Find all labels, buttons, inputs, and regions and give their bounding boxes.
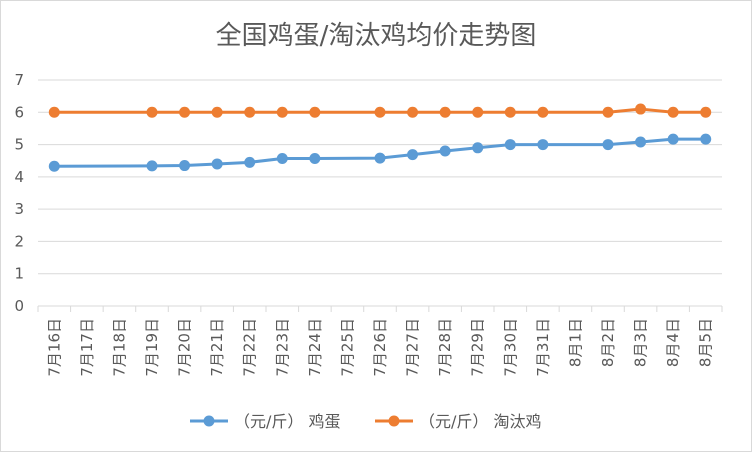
data-point: [504, 139, 516, 151]
data-point: [602, 106, 614, 118]
y-tick-label: 4: [14, 168, 24, 186]
chart-title: 全国鸡蛋/淘汰鸡均价走势图: [216, 21, 537, 51]
data-point: [374, 152, 386, 164]
data-point: [244, 156, 256, 168]
data-point: [504, 106, 516, 118]
y-tick-label: 3: [14, 200, 24, 218]
legend-label: （元/斤） 鸡蛋: [234, 412, 340, 431]
data-point: [439, 145, 451, 157]
data-point: [276, 152, 288, 164]
data-point: [146, 106, 158, 118]
y-tick-label: 6: [14, 103, 24, 121]
x-tick-label: 7月26日: [371, 318, 389, 377]
data-point: [667, 106, 679, 118]
series-0: [48, 133, 712, 172]
data-point: [146, 160, 158, 172]
y-tick-label: 7: [14, 71, 24, 89]
data-point: [667, 133, 679, 145]
y-tick-label: 2: [14, 232, 24, 250]
y-tick-label: 0: [14, 297, 24, 315]
x-axis-ticks: 7月16日 7月17日 7月18日 7月19日 7月20日 7月21日 7月22日 7月23日…: [37, 306, 723, 377]
x-tick-label: 7月28日: [436, 318, 454, 377]
x-tick-label: 8月5日: [697, 318, 715, 367]
data-point: [211, 106, 223, 118]
x-tick-label: 7月18日: [110, 318, 128, 377]
x-tick-label: 7月31日: [534, 318, 552, 377]
x-tick-label: 8月1日: [566, 318, 584, 367]
data-point: [407, 149, 419, 161]
y-tick-label: 1: [14, 265, 24, 283]
data-point: [407, 106, 419, 118]
series-group: [48, 103, 712, 172]
x-tick-label: 7月27日: [404, 318, 422, 377]
data-point: [48, 106, 60, 118]
legend-label: （元/斤） 淘汰鸡: [419, 412, 541, 431]
x-tick-label: 7月30日: [501, 318, 519, 377]
x-tick-label: 7月21日: [208, 318, 226, 377]
legend-marker: [203, 415, 215, 427]
y-axis-ticks: 0 1 2 3 4 5 6 7: [14, 71, 24, 315]
data-point: [48, 160, 60, 172]
data-point: [179, 160, 191, 172]
x-tick-label: 8月4日: [664, 318, 682, 367]
data-point: [309, 106, 321, 118]
x-tick-label: 7月29日: [469, 318, 487, 377]
x-tick-label: 7月22日: [241, 318, 259, 377]
x-tick-label: 7月19日: [143, 318, 161, 377]
data-point: [439, 106, 451, 118]
data-point: [179, 106, 191, 118]
legend-item-0: （元/斤） 鸡蛋: [190, 412, 340, 431]
legend-item-1: （元/斤） 淘汰鸡: [375, 412, 541, 431]
data-point: [700, 106, 712, 118]
x-tick-label: 7月20日: [176, 318, 194, 377]
x-tick-label: 8月3日: [632, 318, 650, 367]
data-point: [276, 106, 288, 118]
data-point: [602, 139, 614, 151]
data-point: [472, 142, 484, 154]
data-point: [374, 106, 386, 118]
x-tick-label: 7月25日: [338, 318, 356, 377]
legend-marker: [388, 415, 400, 427]
legend: （元/斤） 鸡蛋 （元/斤） 淘汰鸡: [190, 412, 541, 431]
data-point: [537, 106, 549, 118]
x-tick-label: 8月2日: [599, 318, 617, 367]
data-point: [472, 106, 484, 118]
data-point: [537, 139, 549, 151]
data-point: [211, 158, 223, 170]
data-point: [244, 106, 256, 118]
data-point: [309, 152, 321, 164]
x-tick-label: 7月17日: [78, 318, 96, 377]
y-tick-label: 5: [14, 136, 24, 154]
data-point: [635, 103, 647, 115]
data-point: [635, 136, 647, 148]
x-tick-label: 7月16日: [45, 318, 63, 377]
series-1: [48, 103, 712, 118]
x-tick-label: 7月24日: [306, 318, 324, 377]
data-point: [700, 133, 712, 145]
x-tick-label: 7月23日: [273, 318, 291, 377]
